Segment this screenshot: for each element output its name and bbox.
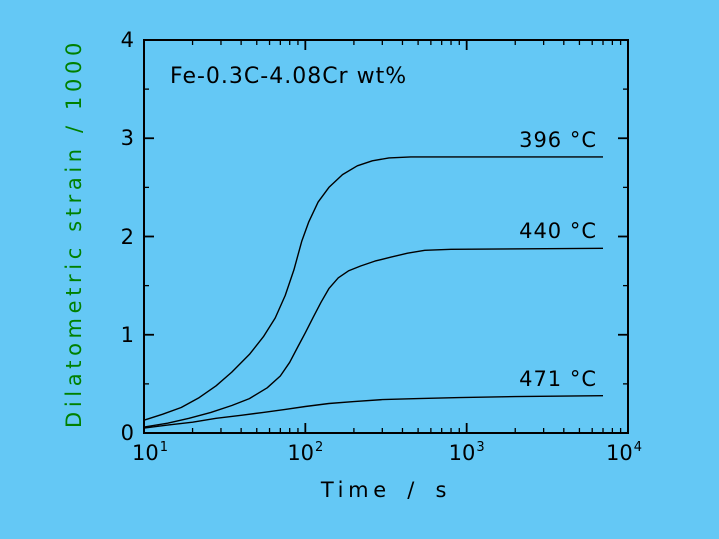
curve-label: 440 °C	[519, 219, 597, 244]
x-tick-label: 101	[131, 440, 169, 465]
y-tick-label: 4	[120, 28, 134, 52]
x-tick-label: 104	[605, 440, 643, 465]
y-tick-label: 3	[120, 126, 134, 151]
curve-471°C	[143, 395, 604, 429]
y-axis-label: Dilatometric strain / 1000	[62, 38, 86, 428]
curve-label: 396 °C	[519, 127, 597, 152]
x-axis-label: Time / s	[320, 478, 452, 502]
y-tick-label: 0	[120, 421, 134, 445]
x-tick-label: 103	[448, 440, 485, 465]
curve-396°C	[143, 156, 603, 421]
curve-440°C	[143, 247, 604, 428]
y-tick-label: 1	[120, 322, 134, 347]
y-tick-label: 2	[120, 224, 134, 249]
chart-title: Fe-0.3C-4.08Cr wt%	[170, 64, 408, 89]
x-tick-label: 102	[287, 440, 324, 465]
curve-label: 471 °C	[519, 366, 597, 391]
